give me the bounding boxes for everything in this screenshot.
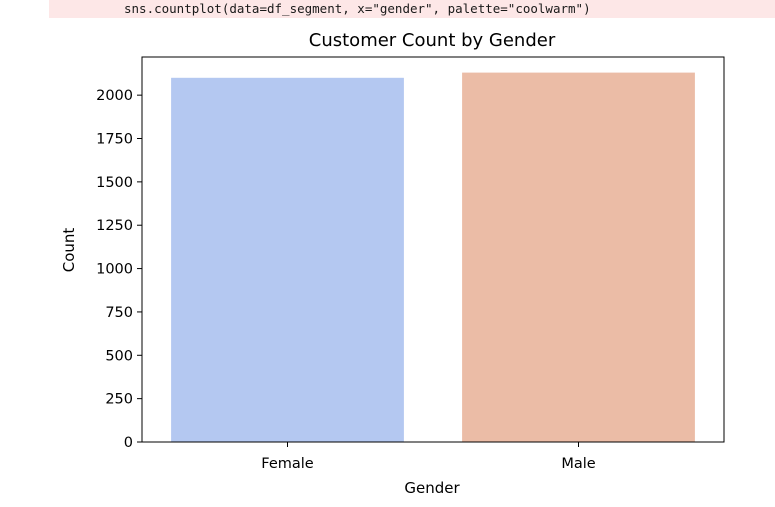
code-cell: sns.countplot(data=df_segment, x="gender… xyxy=(49,0,775,18)
code-line: sns.countplot(data=df_segment, x="gender… xyxy=(124,1,591,16)
bar-female xyxy=(171,77,404,442)
y-tick-label: 750 xyxy=(105,305,133,321)
y-tick-label: 1250 xyxy=(96,218,133,234)
y-tick-label: 1750 xyxy=(96,132,133,148)
bar-male xyxy=(462,72,695,443)
y-tick-label: 500 xyxy=(105,348,133,364)
chart-title: Customer Count by Gender xyxy=(309,30,556,51)
x-tick-label: Female xyxy=(261,456,314,472)
x-tick-label: Male xyxy=(561,456,595,472)
y-tick-label: 2000 xyxy=(96,88,133,104)
y-tick-label: 250 xyxy=(105,392,133,408)
x-axis-label: Gender xyxy=(404,479,460,497)
y-tick-label: 1000 xyxy=(96,262,133,278)
y-tick-label: 0 xyxy=(124,435,133,451)
plot-frame xyxy=(141,56,725,443)
y-tick-label: 1500 xyxy=(96,175,133,191)
y-axis-label: Count xyxy=(60,228,78,273)
